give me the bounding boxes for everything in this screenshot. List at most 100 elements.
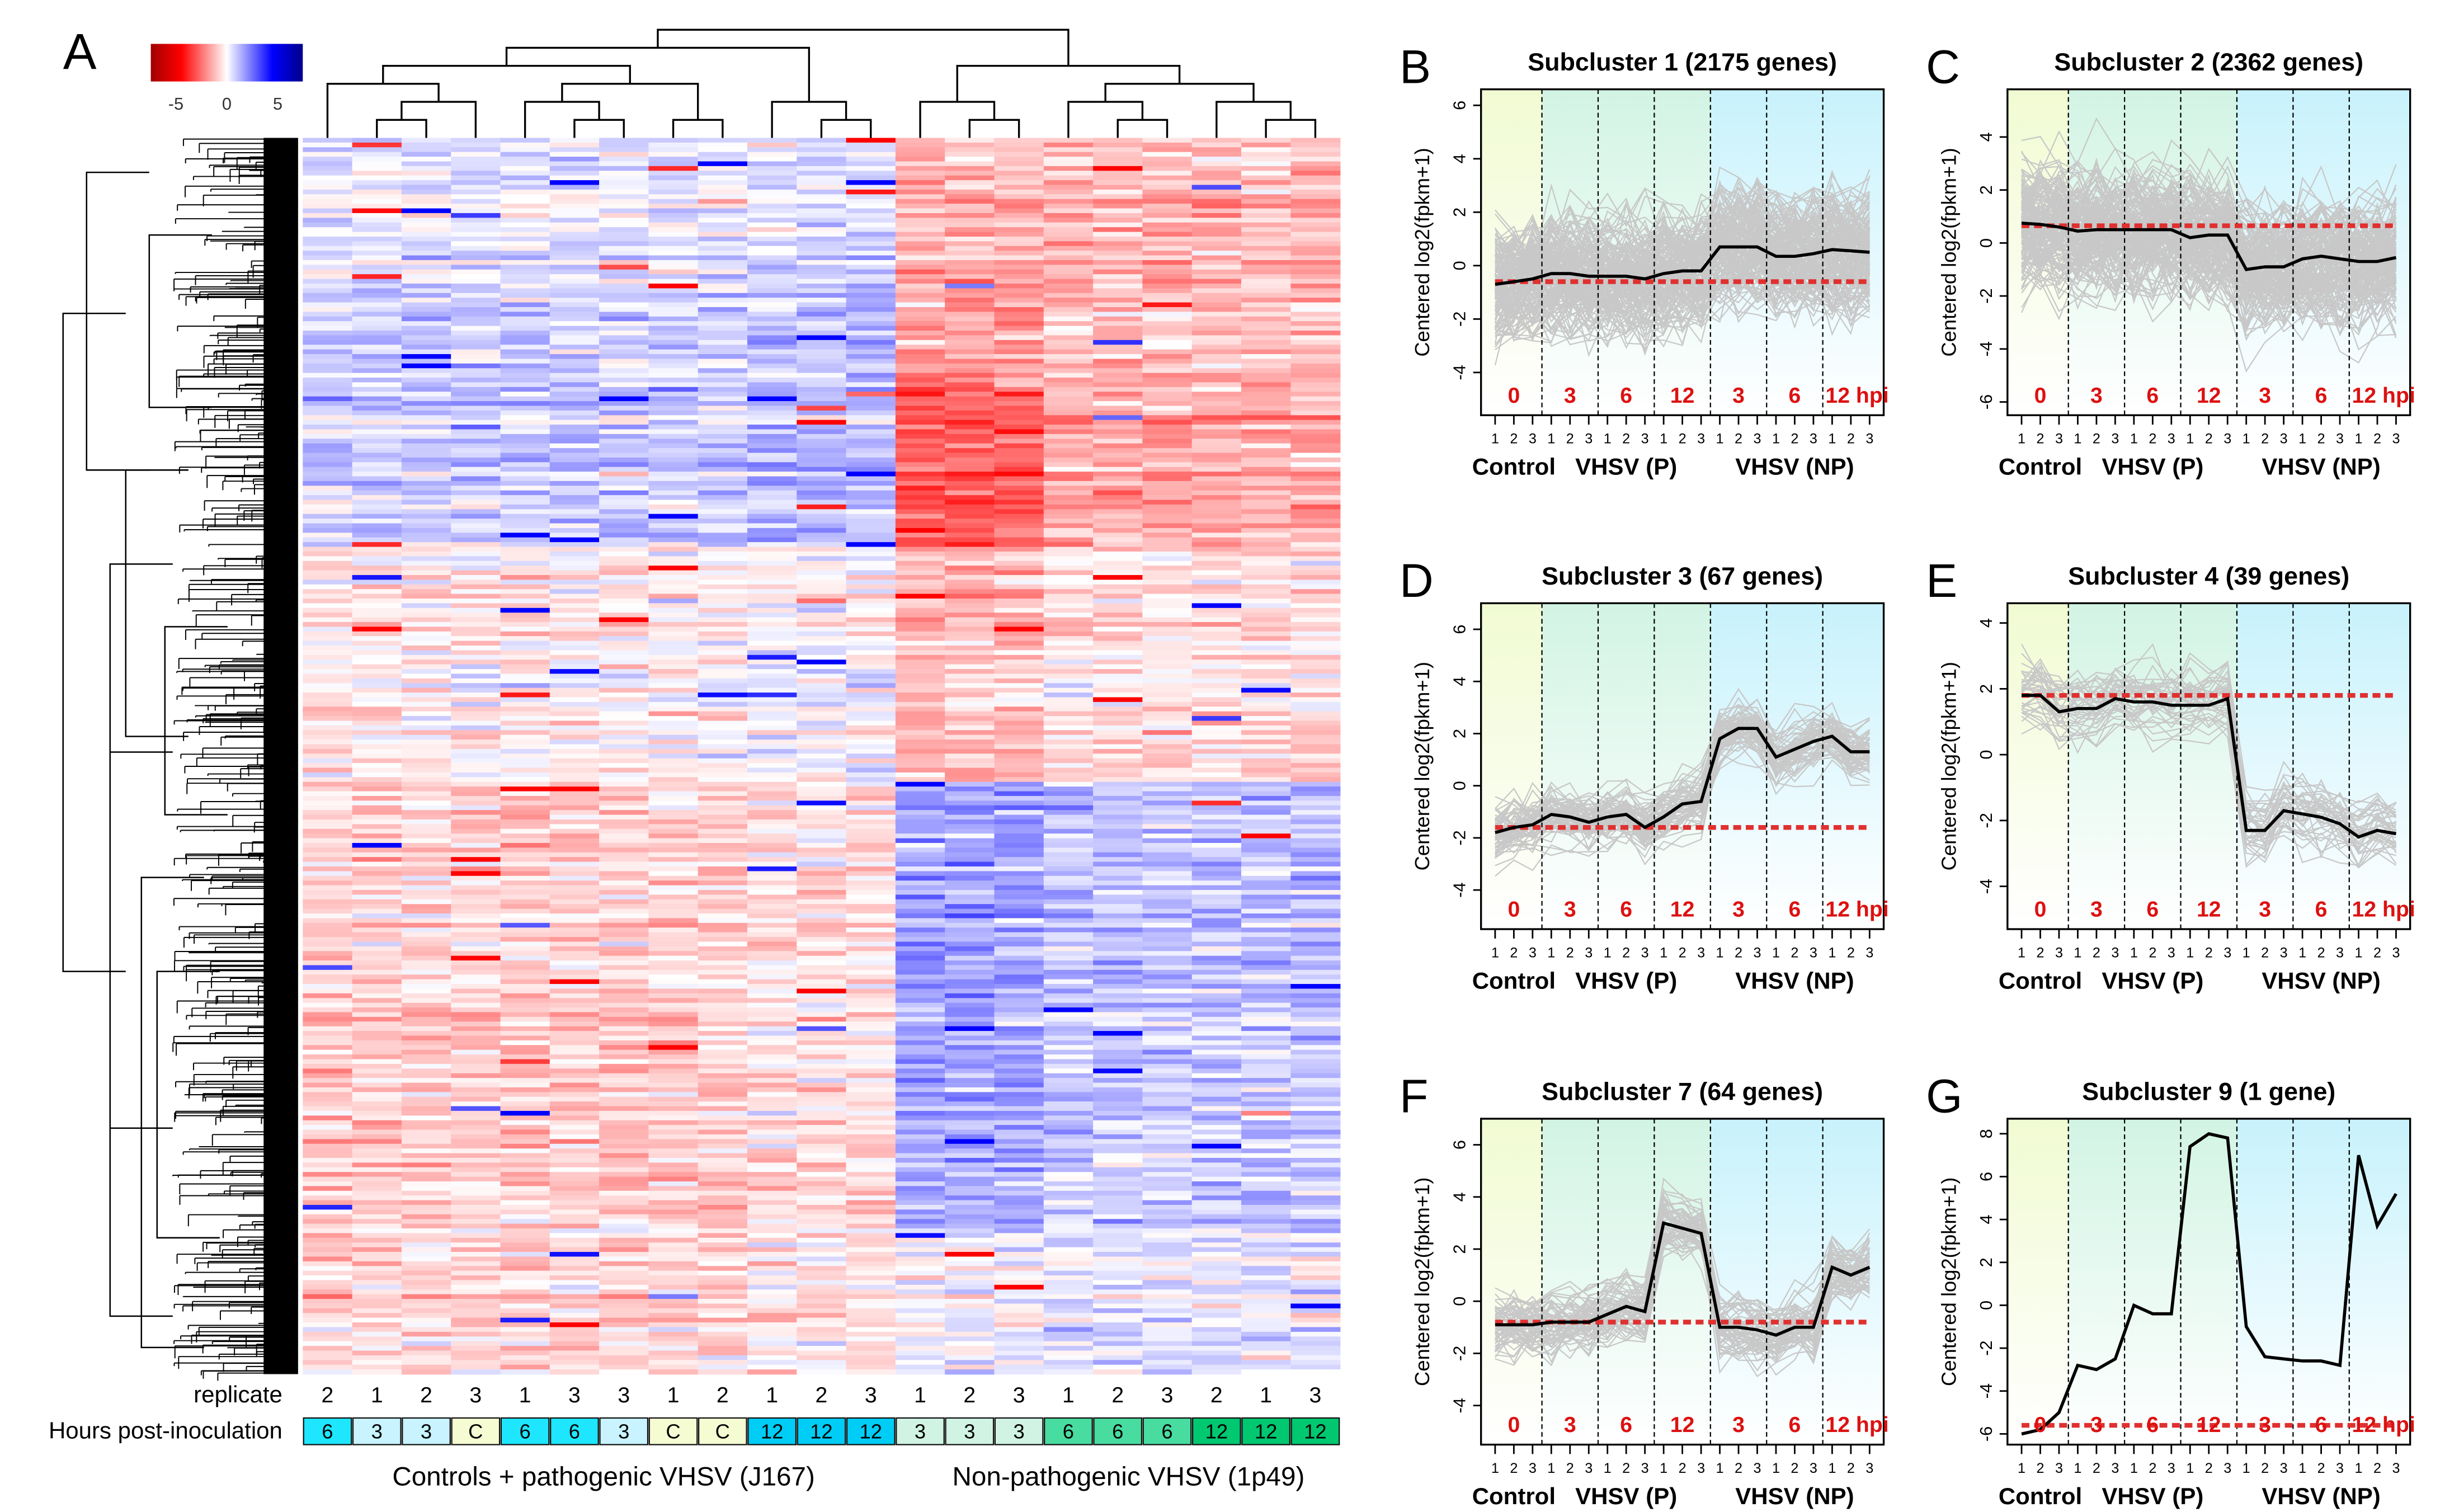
heatmap-cell [648,392,699,397]
heatmap-cell [451,204,501,209]
heatmap-cell [846,847,896,853]
heatmap-cell [797,486,847,491]
heatmap-cell [549,194,600,200]
heatmap-cell [846,486,896,491]
heatmap-cell [1191,537,1242,543]
heatmap-row [303,547,1341,552]
heatmap-cell [303,213,353,219]
heatmap-cell [303,354,353,360]
heatmap-cell [797,208,847,214]
heatmap-cell [747,443,798,449]
heatmap-cell [846,819,896,825]
heatmap-cell [401,847,452,853]
heatmap-cell [401,1012,452,1018]
heatmap-cell [1290,885,1341,891]
heatmap-cell [698,613,748,618]
heatmap-cell [401,425,452,430]
heatmap-cell [846,922,896,929]
heatmap-cell [401,767,452,773]
heatmap-cell [1043,514,1094,519]
heatmap-cell [1191,425,1242,430]
heatmap-cell [698,401,748,407]
heatmap-cell [994,979,1044,985]
heatmap-cell [747,392,798,397]
heatmap-cell [895,828,946,834]
heatmap-cell [846,462,896,468]
heatmap-cell [747,777,798,783]
heatmap-cell [451,678,501,684]
heatmap-cell [303,255,353,261]
heatmap-cell [352,687,402,693]
heatmap-cell [303,777,353,783]
heatmap-cell [401,166,452,172]
heatmap-cell [549,486,600,491]
heatmap-cell [401,429,452,435]
heatmap-cell [846,650,896,656]
heatmap-cell [994,335,1044,341]
heatmap-cell [895,542,946,548]
heatmap-cell [797,603,847,609]
heatmap-cell [303,580,353,585]
heatmap-row [303,232,1341,237]
heatmap-cell [1290,533,1341,538]
heatmap-cell [895,748,946,755]
heatmap-cell [352,960,402,966]
heatmap-cell [648,795,699,802]
heatmap-cell [698,204,748,209]
heatmap-cell [648,368,699,374]
heatmap-cell [1093,913,1143,919]
heatmap-cell [895,847,946,853]
heatmap-cell [1043,875,1094,882]
heatmap-cell [303,171,353,176]
heatmap-cell [1142,857,1193,863]
heatmap-cell [698,861,748,867]
heatmap-cell [994,175,1044,181]
heatmap-cell [1142,255,1193,261]
heatmap-cell [303,560,353,567]
heatmap-cell [599,613,649,618]
heatmap-cell [1290,560,1341,567]
heatmap-cell [1191,340,1242,346]
heatmap-cell [500,302,550,308]
heatmap-cell [401,824,452,830]
heatmap-cell [698,171,748,176]
heatmap-cell [599,988,649,994]
heatmap-cell [895,537,946,543]
heatmap-cell [303,795,353,802]
heatmap-cell [303,321,353,327]
heatmap-cell [1093,335,1143,341]
heatmap-cell [303,166,353,172]
heatmap-cell [747,998,798,1004]
heatmap-cell [352,293,402,299]
heatmap-cell [747,504,798,510]
heatmap-cell [797,387,847,393]
heatmap-cell [1191,979,1242,985]
heatmap-cell [994,316,1044,322]
heatmap-cell [352,551,402,557]
dendrogram-branch [326,83,440,138]
heatmap-cell [846,279,896,284]
heatmap-cell [698,720,748,726]
heatmap-cell [500,396,550,402]
heatmap-cell [1241,758,1292,764]
heatmap-cell [1043,631,1094,637]
heatmap-cell [500,514,550,519]
heatmap-cell [1043,288,1094,294]
heatmap-cell [549,937,600,943]
heatmap-cell [698,974,748,980]
heatmap-cell [1142,810,1193,816]
heatmap-cell [451,425,501,430]
heatmap-cell [500,462,550,468]
heatmap-cell [401,354,452,360]
heatmap-cell [549,998,600,1004]
heatmap-cell [599,913,649,919]
heatmap-cell [1142,580,1193,585]
heatmap-cell [599,937,649,943]
heatmap-cell [1290,725,1341,731]
heatmap-cell [303,142,353,148]
heatmap-cell [451,617,501,623]
heatmap-cell [352,683,402,689]
heatmap-cell [1043,335,1094,341]
heatmap-cell [747,913,798,919]
heatmap-cell [747,171,798,176]
